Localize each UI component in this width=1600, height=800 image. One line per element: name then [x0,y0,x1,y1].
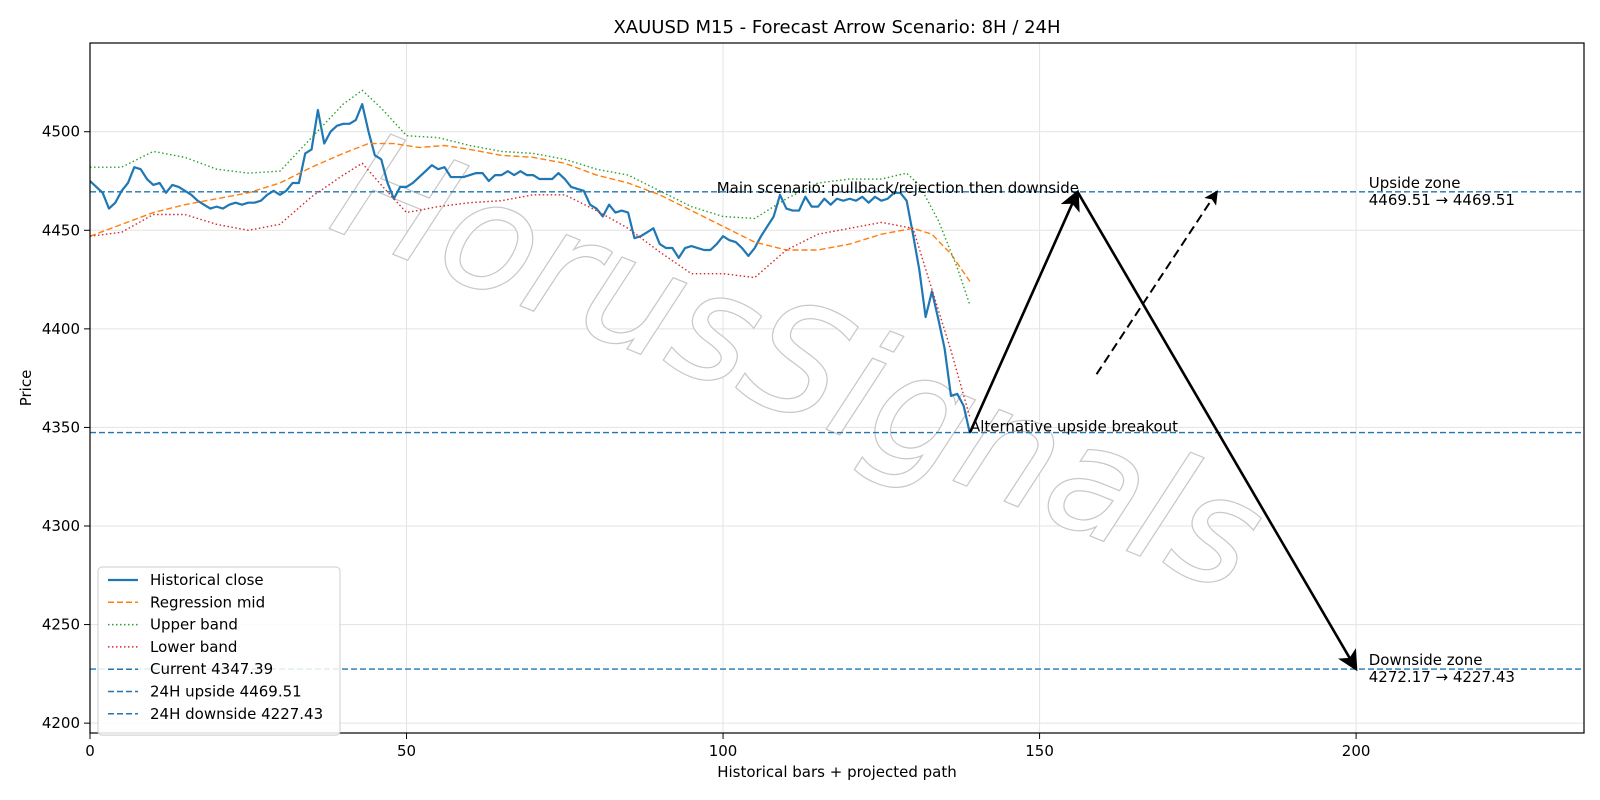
y-tick-label: 4400 [42,320,80,338]
legend-label-0: Historical close [150,571,264,589]
main-up-arrow [968,189,1080,434]
legend-box [97,566,341,736]
y-tick-label: 4300 [42,517,80,535]
y-axis-label: Price [17,370,35,407]
y-tick-label: 4500 [42,123,80,141]
downside-zone-label-line-1: 4272.17 → 4227.43 [1369,668,1515,686]
downside-zone-label-line-0: Downside zone [1369,651,1483,669]
legend-label-5: 24H upside 4469.51 [150,683,302,701]
alt-up-arrow [1095,190,1218,375]
x-tick-label: 100 [709,742,738,760]
series-line-3 [90,162,971,418]
y-tick-label: 4250 [42,616,80,634]
y-tick-label: 4450 [42,221,80,239]
legend-label-1: Regression mid [150,593,265,611]
x-tick-label: 200 [1342,742,1371,760]
scenario-arrows [968,189,1358,672]
legend-label-3: Lower band [150,638,237,656]
grid [89,43,1584,733]
annotations: Main scenario: pullback/rejection then d… [717,174,1515,686]
series-lines [90,89,972,434]
series-line-2 [90,89,971,306]
upside-zone-label-line-0: Upside zone [1369,174,1461,192]
upside-zone-label-line-1: 4469.51 → 4469.51 [1369,191,1515,209]
plot-frame [89,42,1585,734]
alt-scenario-label: Alternative upside breakout [970,417,1178,435]
legend: Historical close Regression mid Upper band… [97,566,341,736]
series-line-1 [90,142,971,282]
legend-label-2: Upper band [150,616,238,634]
x-tick-label: 0 [85,742,95,760]
y-tick-label: 4200 [42,714,80,732]
main-down-arrow [1076,191,1358,672]
legend-label-6: 24H downside 4227.43 [150,705,323,723]
x-tick-label: 50 [397,742,416,760]
main-scenario-label: Main scenario: pullback/rejection then d… [717,179,1079,197]
series-line-0 [90,103,972,434]
legend-label-4: Current 4347.39 [150,660,273,678]
x-tick-label: 150 [1025,742,1054,760]
chart-title: XAUUSD M15 - Forecast Arrow Scenario: 8H… [613,17,1060,38]
y-tick-label: 4350 [42,418,80,436]
axis-ticks: 0 50 100 150 200 4200 4250 4300 4350 4400 4450 4500 [42,123,1371,760]
x-axis-label: Historical bars + projected path [717,763,957,781]
